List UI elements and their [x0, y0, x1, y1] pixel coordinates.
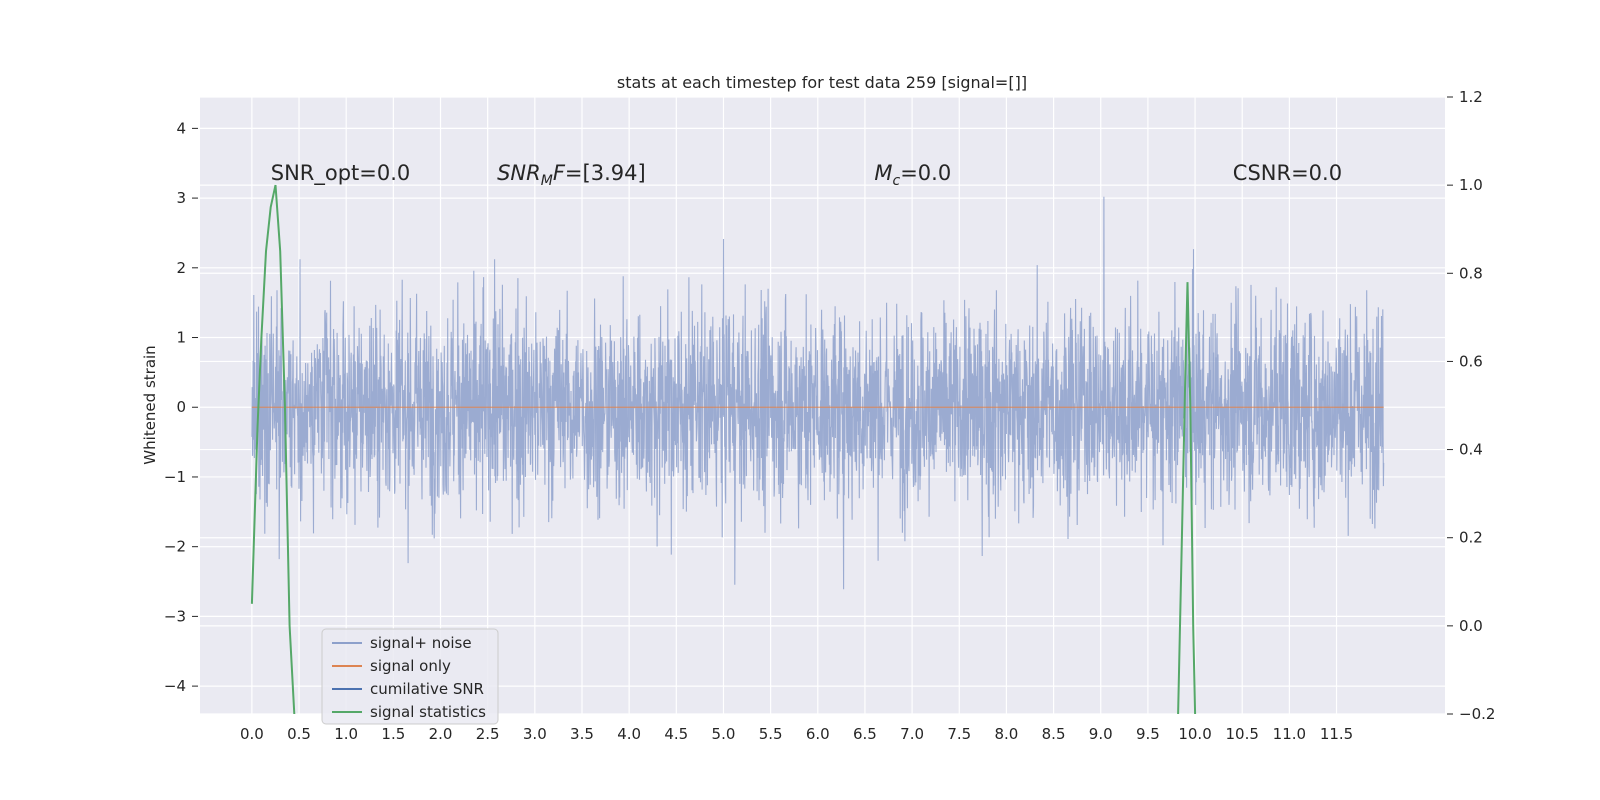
y-tick-label: −3 [164, 607, 186, 625]
x-tick-label: 8.0 [994, 725, 1018, 743]
y2-tick-label: 0.6 [1459, 352, 1483, 370]
y-tick-label: 1 [176, 329, 186, 347]
x-tick-label: 2.5 [476, 725, 500, 743]
x-tick-label: 5.0 [712, 725, 736, 743]
y2-tick-label: 0.8 [1459, 264, 1483, 282]
y2-tick-label: 0.4 [1459, 441, 1483, 459]
annotation-part: F [553, 161, 566, 185]
y-tick-label: −2 [164, 538, 186, 556]
x-tick-label: 11.5 [1320, 725, 1353, 743]
axes: 0.0 0.5 1.0 1.5 2.0 2.5 3.0 3.5 4.0 4.5 5.0 5.5 6.0 6… [164, 88, 1496, 743]
x-tick-label: 2.0 [429, 725, 453, 743]
annotation-part: M [874, 161, 892, 185]
annotation-part: =0.0 [900, 161, 951, 185]
y2-tick-label: 0.2 [1459, 529, 1483, 547]
annotation-text: SNR_opt=0.0 [271, 161, 411, 186]
x-tick-label: 3.0 [523, 725, 547, 743]
x-tick-label: 4.5 [664, 725, 688, 743]
legend-label: cumilative SNR [370, 680, 484, 698]
x-tick-label: 0.5 [287, 725, 311, 743]
y2-tick-label: 0.0 [1459, 617, 1483, 635]
x-tick-label: 7.5 [947, 725, 971, 743]
annotation-part: SNR [497, 161, 541, 185]
legend: signal+ noise signal only cumilative SNR si… [321, 628, 499, 725]
x-tick-label: 7.0 [900, 725, 924, 743]
annotation-part: c [893, 173, 901, 189]
x-tick-label: 5.5 [759, 725, 783, 743]
y2-tick-label: −0.2 [1459, 705, 1495, 723]
legend-box [321, 628, 499, 725]
legend-label: signal only [370, 657, 451, 675]
x-tick-label: 3.5 [570, 725, 594, 743]
x-tick-label: 1.5 [381, 725, 405, 743]
y-tick-label: 4 [176, 119, 186, 137]
y-axis-label: Whitened strain [141, 345, 159, 464]
annotation-part: M [541, 173, 553, 189]
y2-tick-label: 1.0 [1459, 176, 1483, 194]
annotation-text: Mc=0.0 [874, 161, 951, 189]
annotation-text: CSNR=0.0 [1233, 161, 1342, 185]
x-tick-label: 11.0 [1273, 725, 1306, 743]
annotation-text: SNRMF=[3.94] [497, 161, 646, 189]
x-tick-label: 6.5 [853, 725, 877, 743]
annotation-part: CSNR=0.0 [1233, 161, 1342, 185]
annotation-part: SNR_opt=0.0 [271, 161, 411, 186]
x-tick-label: 10.5 [1226, 725, 1259, 743]
legend-label: signal statistics [370, 703, 486, 721]
x-tick-label: 10.0 [1178, 725, 1211, 743]
legend-label: signal+ noise [370, 634, 472, 652]
x-tick-label: 0.0 [240, 725, 264, 743]
series-line-signal-statistics [250, 184, 296, 715]
y-tick-label: 2 [176, 259, 186, 277]
y2-tick-label: 1.2 [1459, 88, 1483, 106]
x-tick-label: 9.5 [1136, 725, 1160, 743]
x-tick-label: 9.0 [1089, 725, 1113, 743]
y-tick-label: −4 [164, 677, 186, 695]
annotations: SNR_opt=0.0 SNRMF=[3.94] Mc=0.0 CSNR=0.0 [271, 161, 1342, 189]
series-line-signal-noise [251, 196, 1385, 590]
y-tick-label: 0 [176, 398, 186, 416]
y-tick-label: 3 [176, 189, 186, 207]
chart-title: stats at each timestep for test data 259… [617, 73, 1027, 92]
series-group [250, 184, 1385, 715]
x-tick-label: 1.0 [334, 725, 358, 743]
series-line-signal-statistics [1177, 282, 1197, 715]
x-tick-label: 8.5 [1042, 725, 1066, 743]
x-tick-label: 4.0 [617, 725, 641, 743]
annotation-part: =[3.94] [565, 161, 646, 185]
x-tick-label: 6.0 [806, 725, 830, 743]
y-tick-label: −1 [164, 468, 186, 486]
